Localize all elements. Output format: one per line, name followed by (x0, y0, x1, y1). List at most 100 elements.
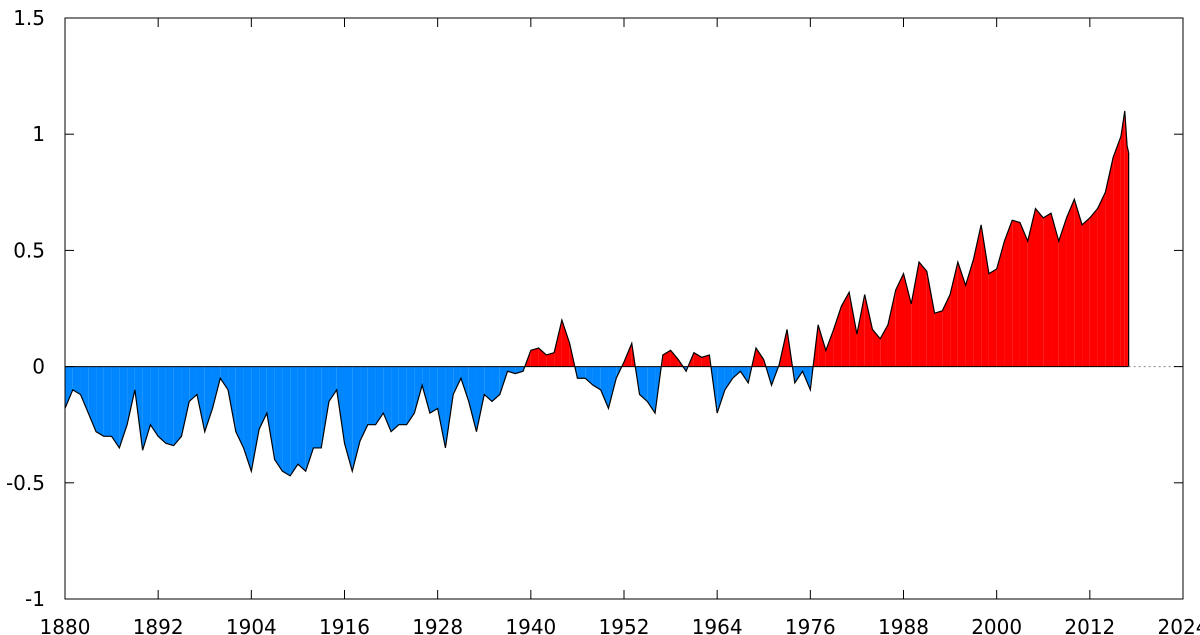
negative-anomaly-area-35-0 (336, 366, 345, 444)
positive-anomaly-area-78-0 (670, 350, 679, 367)
positive-anomaly-area-112-0 (934, 310, 943, 367)
negative-anomaly-area-5-0 (103, 366, 112, 437)
positive-anomaly-area-63-0 (554, 320, 562, 367)
positive-anomaly-area-82-0 (701, 354, 710, 367)
negative-anomaly-area-43-0 (398, 366, 407, 425)
negative-anomaly-area-53-0 (476, 366, 485, 432)
negative-anomaly-area-68-0 (592, 366, 601, 390)
negative-anomaly-area-27-0 (274, 366, 283, 472)
negative-anomaly-area-7-0 (119, 366, 128, 448)
negative-anomaly-area-37-0 (352, 366, 361, 472)
positive-anomaly-area-120-0 (996, 241, 1005, 367)
x-tick-label-6: 1952 (599, 615, 650, 635)
positive-anomaly-area-119-0 (988, 268, 997, 367)
positive-anomaly-area-128-0 (1058, 217, 1067, 367)
anomaly-area-fills (65, 110, 1129, 476)
y-tick-label-3: 0 (32, 355, 45, 379)
negative-anomaly-area-4-0 (96, 366, 104, 437)
negative-anomaly-area-47-0 (429, 366, 438, 414)
negative-anomaly-area-39-0 (367, 366, 376, 425)
negative-anomaly-area-0-0 (65, 366, 73, 409)
x-tick-label-1: 1892 (133, 615, 184, 635)
positive-anomaly-area-132-0 (1089, 208, 1098, 367)
negative-anomaly-area-75-0 (647, 366, 656, 414)
negative-anomaly-area-48-0 (437, 366, 446, 448)
negative-anomaly-area-12-0 (158, 366, 166, 444)
positive-anomaly-area-107-0 (895, 273, 904, 367)
negative-anomaly-area-21-0 (228, 366, 236, 432)
y-tick-label-2: 0.5 (13, 238, 45, 262)
positive-anomaly-area-124-0 (1027, 208, 1036, 367)
negative-anomaly-area-46-0 (422, 366, 430, 414)
negative-anomaly-area-3-0 (88, 366, 97, 432)
positive-anomaly-area-118-0 (981, 224, 989, 367)
positive-anomaly-area-137-0 (1124, 110, 1128, 367)
negative-anomaly-area-9-0 (134, 366, 143, 451)
y-tick-label-4: -0.5 (6, 471, 45, 495)
x-tick-label-4: 1928 (412, 615, 463, 635)
negative-anomaly-area-14-0 (173, 366, 182, 446)
negative-anomaly-area-52-0 (468, 366, 477, 432)
negative-anomaly-area-24-0 (251, 366, 260, 472)
positive-anomaly-area-130-0 (1074, 199, 1083, 367)
positive-anomaly-area-98-0 (825, 329, 834, 367)
positive-anomaly-area-126-0 (1043, 213, 1052, 367)
positive-anomaly-area-106-0 (887, 289, 896, 367)
negative-anomaly-area-41-0 (383, 366, 392, 432)
positive-anomaly-area-109-0 (911, 262, 920, 367)
negative-anomaly-area-70-0 (608, 366, 617, 409)
x-tick-label-5: 1940 (505, 615, 556, 635)
negative-anomaly-area-29-0 (290, 366, 298, 476)
negative-anomaly-area-11-0 (150, 366, 159, 437)
negative-anomaly-area-33-0 (321, 366, 329, 448)
negative-anomaly-area-8-0 (127, 366, 135, 425)
positive-anomaly-area-115-0 (957, 262, 966, 367)
positive-anomaly-area-99-0 (833, 306, 842, 367)
positive-anomaly-area-100-0 (841, 292, 850, 367)
negative-anomaly-area-36-0 (344, 366, 353, 472)
positive-anomaly-area-116-0 (965, 259, 974, 367)
negative-anomaly-area-45-0 (414, 366, 423, 414)
positive-anomaly-area-122-0 (1012, 220, 1020, 367)
anomaly-line (64, 110, 1130, 477)
negative-anomaly-area-2-0 (80, 366, 89, 414)
positive-anomaly-area-62-0 (546, 352, 555, 367)
negative-anomaly-area-67-0 (585, 366, 593, 386)
x-tick-label-0: 1880 (40, 615, 91, 635)
negative-anomaly-area-38-0 (360, 366, 368, 441)
y-tick-label-0: 1.5 (13, 6, 45, 30)
negative-anomaly-area-25-0 (259, 366, 267, 430)
negative-anomaly-area-54-0 (484, 366, 493, 402)
x-tick-label-12: 2024 (1158, 615, 1200, 635)
negative-anomaly-area-17-0 (196, 366, 205, 432)
negative-anomaly-area-28-0 (282, 366, 291, 476)
positive-anomaly-area-60-0 (530, 348, 539, 367)
x-tick-label-8: 1976 (785, 615, 836, 635)
negative-anomaly-area-18-0 (204, 366, 213, 432)
negative-anomaly-area-30-0 (297, 366, 306, 472)
positive-anomaly-area-102-0 (856, 294, 865, 367)
negative-anomaly-area-32-0 (313, 366, 322, 448)
positive-anomaly-area-104-0 (872, 329, 881, 367)
negative-anomaly-area-40-0 (375, 366, 384, 425)
positive-anomaly-area-101-0 (849, 292, 857, 367)
negative-anomaly-area-19-0 (212, 366, 221, 409)
positive-anomaly-area-123-0 (1019, 222, 1028, 367)
x-tick-label-7: 1964 (692, 615, 743, 635)
positive-anomaly-area-134-0 (1105, 157, 1114, 367)
positive-anomaly-area-127-0 (1051, 213, 1059, 367)
negative-anomaly-area-26-0 (266, 366, 275, 460)
positive-anomaly-area-110-0 (919, 262, 927, 367)
positive-anomaly-area-103-0 (864, 294, 873, 367)
negative-anomaly-area-74-0 (639, 366, 648, 402)
negative-anomaly-area-84-0 (717, 366, 725, 414)
positive-anomaly-area-131-0 (1082, 217, 1090, 367)
positive-anomaly-area-61-0 (538, 348, 547, 367)
negative-anomaly-area-6-0 (111, 366, 120, 448)
negative-anomaly-area-85-0 (724, 366, 733, 390)
positive-anomaly-area-136-0 (1120, 110, 1125, 367)
negative-anomaly-area-94-0 (794, 366, 803, 383)
y-tick-label-1: 1 (32, 122, 45, 146)
x-axis-ticks: 1880 1892 1904 1916 1928 1940 1952 1964 1976 1988… (40, 18, 1200, 635)
